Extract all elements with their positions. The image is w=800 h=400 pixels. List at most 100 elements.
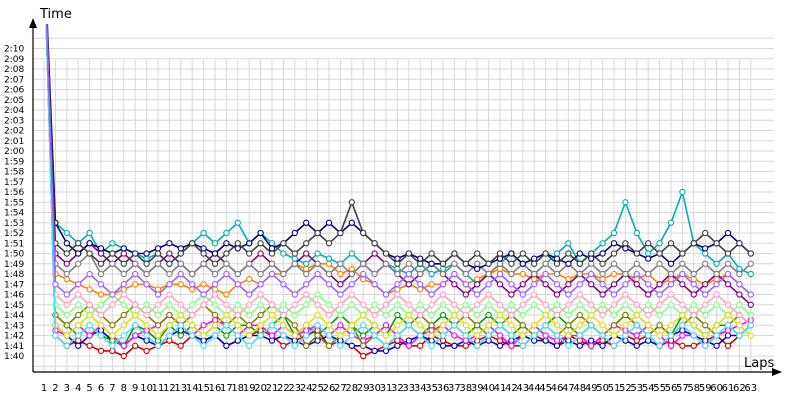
data-point (645, 311, 652, 319)
data-point (246, 301, 253, 308)
data-point (645, 301, 652, 308)
data-point (246, 260, 253, 267)
data-point (109, 260, 116, 267)
data-point (724, 260, 732, 267)
y-tick-label: 2:03 (4, 116, 24, 126)
data-point (462, 342, 469, 349)
data-point (451, 322, 458, 329)
data-point (394, 342, 401, 349)
data-point (622, 322, 629, 329)
data-point (325, 240, 333, 247)
data-point (496, 265, 504, 273)
y-tick-label: 2:04 (4, 106, 24, 116)
x-tick-label: 29 (357, 383, 370, 394)
data-point (132, 322, 139, 329)
data-point (508, 322, 515, 329)
y-tick-label: 1:54 (4, 209, 24, 219)
data-point (154, 332, 162, 339)
data-point (143, 260, 150, 267)
data-point (702, 250, 709, 257)
data-point (428, 250, 435, 257)
data-point (223, 250, 230, 257)
data-point (474, 322, 481, 329)
x-tick-label: 54 (642, 383, 655, 394)
x-tick-label: 20 (254, 383, 267, 394)
data-point (451, 332, 458, 339)
data-point (86, 332, 93, 339)
data-point (610, 270, 618, 278)
data-point (325, 311, 333, 319)
data-point (485, 260, 492, 267)
data-point (485, 301, 492, 308)
data-point (690, 322, 697, 329)
data-point (291, 322, 298, 329)
data-point (246, 291, 253, 298)
data-point (690, 281, 697, 288)
data-point (724, 311, 732, 319)
data-point (382, 301, 390, 308)
data-point (189, 322, 196, 329)
x-tick-label: 21 (266, 383, 279, 394)
y-tick-label: 2:00 (4, 147, 24, 157)
data-point (485, 322, 492, 329)
x-tick-label: 52 (619, 383, 632, 394)
data-point (496, 250, 504, 257)
y-tick-label: 1:47 (4, 280, 24, 290)
data-point (633, 337, 640, 344)
data-point (474, 337, 481, 344)
data-point (679, 332, 686, 339)
data-point (690, 275, 697, 283)
data-point (154, 260, 162, 267)
data-point (508, 270, 515, 278)
data-point (314, 301, 321, 308)
data-point (97, 270, 105, 278)
data-point (63, 322, 70, 329)
data-point (360, 311, 367, 319)
data-point (211, 281, 219, 288)
x-tick-label: 35 (425, 383, 438, 394)
data-point (736, 311, 743, 319)
series-13 (45, 24, 754, 329)
data-point (200, 245, 207, 252)
data-point (439, 281, 447, 288)
x-tick-label: 59 (699, 383, 712, 394)
data-point (211, 240, 219, 247)
data-point (143, 255, 150, 262)
data-point (382, 347, 390, 355)
data-point (633, 275, 640, 283)
x-tick-label: 49 (585, 383, 598, 394)
data-point (553, 270, 561, 278)
data-point (109, 337, 116, 344)
data-point (75, 250, 82, 257)
data-point (291, 260, 298, 267)
data-point (645, 337, 652, 344)
data-point (439, 260, 447, 267)
data-point (496, 270, 504, 278)
data-point (542, 337, 549, 344)
data-point (610, 229, 618, 237)
data-point (667, 219, 675, 226)
data-point (576, 260, 583, 267)
data-point (736, 322, 743, 329)
data-point (736, 301, 743, 308)
x-tick-label: 10 (140, 383, 153, 394)
data-point (519, 260, 526, 267)
data-point (86, 301, 93, 308)
data-point (599, 332, 606, 339)
data-point (154, 342, 162, 349)
data-point (200, 342, 207, 349)
data-point (189, 286, 196, 293)
data-point (405, 322, 412, 329)
data-point (382, 291, 390, 298)
x-tick-label: 5 (86, 383, 92, 394)
data-point (599, 250, 606, 257)
data-point (371, 311, 378, 319)
data-point (257, 250, 264, 257)
data-point (496, 337, 504, 344)
y-tick-label: 1:51 (4, 239, 24, 249)
data-point (565, 322, 572, 329)
data-point (656, 301, 663, 308)
data-point (428, 301, 435, 308)
data-point (394, 255, 401, 262)
data-point (132, 301, 139, 308)
